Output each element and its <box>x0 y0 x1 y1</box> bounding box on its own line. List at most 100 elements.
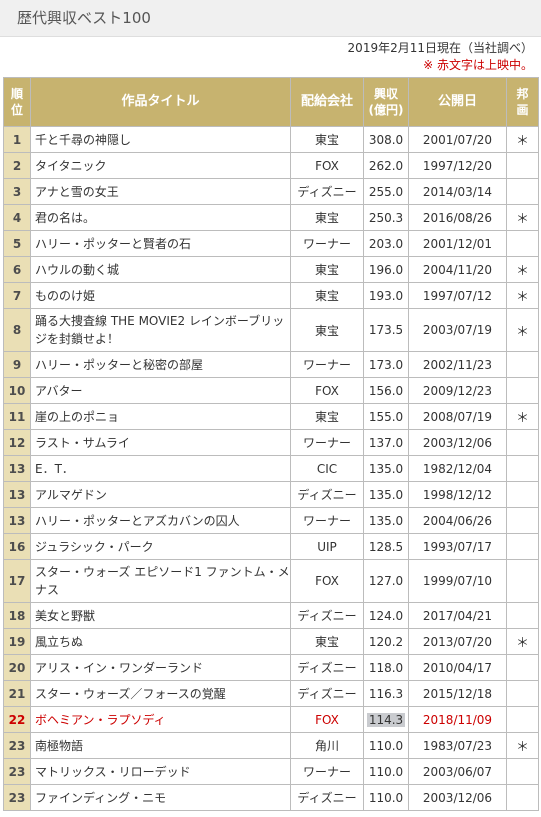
release-date-cell: 2001/07/20 <box>408 126 507 153</box>
col-header-jp: 邦画 <box>506 77 539 127</box>
revenue-cell: 173.0 <box>363 351 409 378</box>
as-of-date: 2019年2月11日現在（当社調べ） <box>347 41 533 55</box>
title-cell: ラスト・サムライ <box>30 429 291 456</box>
distributor-cell: 東宝 <box>290 308 364 352</box>
revenue-cell: 135.0 <box>363 481 409 508</box>
distributor-cell: 東宝 <box>290 403 364 430</box>
title-cell: 風立ちぬ <box>30 628 291 655</box>
revenue-cell: 118.0 <box>363 654 409 681</box>
rank-cell: 23 <box>3 784 31 811</box>
jp-mark-cell: ＊ <box>506 628 539 655</box>
table-row: 22 ボヘミアン・ラプソディ FOX 114.3 2018/11/09 <box>3 706 539 733</box>
release-date-cell: 2002/11/23 <box>408 351 507 378</box>
distributor-cell: 東宝 <box>290 628 364 655</box>
release-date-cell: 1999/07/10 <box>408 559 507 603</box>
jp-mark-cell <box>506 706 539 733</box>
title-cell: 踊る大捜査線 THE MOVIE2 レインボーブリッジを封鎖せよ！ <box>30 308 291 352</box>
table-row: 23 マトリックス・リローデッド ワーナー 110.0 2003/06/07 <box>3 758 539 785</box>
release-date-cell: 2015/12/18 <box>408 680 507 707</box>
rank-cell: 7 <box>3 282 31 309</box>
release-date-cell: 1998/12/12 <box>408 481 507 508</box>
distributor-cell: CIC <box>290 455 364 482</box>
revenue-cell: 110.0 <box>363 758 409 785</box>
col-header-revenue-unit: (億円) <box>368 103 404 117</box>
jp-mark-cell: ＊ <box>506 308 539 352</box>
rank-cell: 4 <box>3 204 31 231</box>
title-cell: アバター <box>30 377 291 404</box>
jp-mark-cell: ＊ <box>506 282 539 309</box>
revenue-cell: 193.0 <box>363 282 409 309</box>
table-row: 12 ラスト・サムライ ワーナー 137.0 2003/12/06 <box>3 429 539 456</box>
jp-mark-cell <box>506 178 539 205</box>
jp-mark-cell <box>506 455 539 482</box>
table-body: 1 千と千尋の神隠し 東宝 308.0 2001/07/20 ＊ 2 タイタニック FOX 262… <box>3 126 539 811</box>
table-header-row: 順位 作品タイトル 配給会社 興収 (億円) 公開日 邦画 <box>3 77 539 127</box>
distributor-cell: ワーナー <box>290 507 364 534</box>
distributor-cell: 角川 <box>290 732 364 759</box>
col-header-distributor: 配給会社 <box>290 77 364 127</box>
rank-cell: 23 <box>3 732 31 759</box>
table-row: 9 ハリー・ポッターと秘密の部屋 ワーナー 173.0 2002/11/23 <box>3 351 539 378</box>
title-cell: ジュラシック・パーク <box>30 533 291 560</box>
release-date-cell: 2018/11/09 <box>408 706 507 733</box>
col-header-revenue-label: 興収 <box>373 87 398 101</box>
col-header-rank: 順位 <box>3 77 31 127</box>
distributor-cell: ディズニー <box>290 481 364 508</box>
jp-mark-cell: ＊ <box>506 403 539 430</box>
rank-cell: 22 <box>3 706 31 733</box>
title-cell: 美女と野獣 <box>30 602 291 629</box>
revenue-cell: 308.0 <box>363 126 409 153</box>
distributor-cell: ワーナー <box>290 351 364 378</box>
table-row: 8 踊る大捜査線 THE MOVIE2 レインボーブリッジを封鎖せよ！ 東宝 173.… <box>3 308 539 352</box>
jp-mark-cell <box>506 680 539 707</box>
rank-cell: 10 <box>3 377 31 404</box>
table-row: 3 アナと雪の女王 ディズニー 255.0 2014/03/14 <box>3 178 539 205</box>
revenue-cell: 250.3 <box>363 204 409 231</box>
table-row: 6 ハウルの動く城 東宝 196.0 2004/11/20 ＊ <box>3 256 539 283</box>
jp-mark-cell <box>506 481 539 508</box>
table-row: 13 アルマゲドン ディズニー 135.0 1998/12/12 <box>3 481 539 508</box>
table-row: 19 風立ちぬ 東宝 120.2 2013/07/20 ＊ <box>3 628 539 655</box>
jp-mark-cell: ＊ <box>506 732 539 759</box>
distributor-cell: 東宝 <box>290 126 364 153</box>
revenue-cell: 173.5 <box>363 308 409 352</box>
release-date-cell: 2009/12/23 <box>408 377 507 404</box>
rank-cell: 17 <box>3 559 31 603</box>
jp-mark-cell <box>506 533 539 560</box>
table-row: 20 アリス・イン・ワンダーランド ディズニー 118.0 2010/04/17 <box>3 654 539 681</box>
revenue-cell: 110.0 <box>363 732 409 759</box>
table-row: 16 ジュラシック・パーク UIP 128.5 1993/07/17 <box>3 533 539 560</box>
rank-cell: 11 <box>3 403 31 430</box>
jp-mark-cell: ＊ <box>506 126 539 153</box>
rank-cell: 5 <box>3 230 31 257</box>
jp-mark-cell <box>506 152 539 179</box>
release-date-cell: 1997/12/20 <box>408 152 507 179</box>
release-date-cell: 2013/07/20 <box>408 628 507 655</box>
table-row: 13 E．T． CIC 135.0 1982/12/04 <box>3 455 539 482</box>
jp-mark-cell <box>506 784 539 811</box>
release-date-cell: 1982/12/04 <box>408 455 507 482</box>
title-cell: ハリー・ポッターとアズカバンの囚人 <box>30 507 291 534</box>
distributor-cell: 東宝 <box>290 282 364 309</box>
release-date-cell: 2003/07/19 <box>408 308 507 352</box>
showing-note: ※ 赤文字は上映中。 <box>423 58 533 72</box>
title-cell: ハリー・ポッターと秘密の部屋 <box>30 351 291 378</box>
release-date-cell: 2016/08/26 <box>408 204 507 231</box>
meta-info: 2019年2月11日現在（当社調べ） ※ 赤文字は上映中。 <box>133 40 533 74</box>
release-date-cell: 2014/03/14 <box>408 178 507 205</box>
revenue-cell: 255.0 <box>363 178 409 205</box>
rank-cell: 6 <box>3 256 31 283</box>
distributor-cell: ディズニー <box>290 654 364 681</box>
title-bar: 歴代興収ベスト100 <box>0 0 541 37</box>
rank-cell: 18 <box>3 602 31 629</box>
revenue-cell: 114.3 <box>363 706 409 733</box>
table-row: 17 スター・ウォーズ エピソード1 ファントム・メナス FOX 127.0 1999/… <box>3 559 539 603</box>
table-row: 11 崖の上のポニョ 東宝 155.0 2008/07/19 ＊ <box>3 403 539 430</box>
rank-cell: 19 <box>3 628 31 655</box>
distributor-cell: ワーナー <box>290 758 364 785</box>
release-date-cell: 2008/07/19 <box>408 403 507 430</box>
jp-mark-cell <box>506 559 539 603</box>
release-date-cell: 1997/07/12 <box>408 282 507 309</box>
rank-cell: 8 <box>3 308 31 352</box>
revenue-cell: 124.0 <box>363 602 409 629</box>
